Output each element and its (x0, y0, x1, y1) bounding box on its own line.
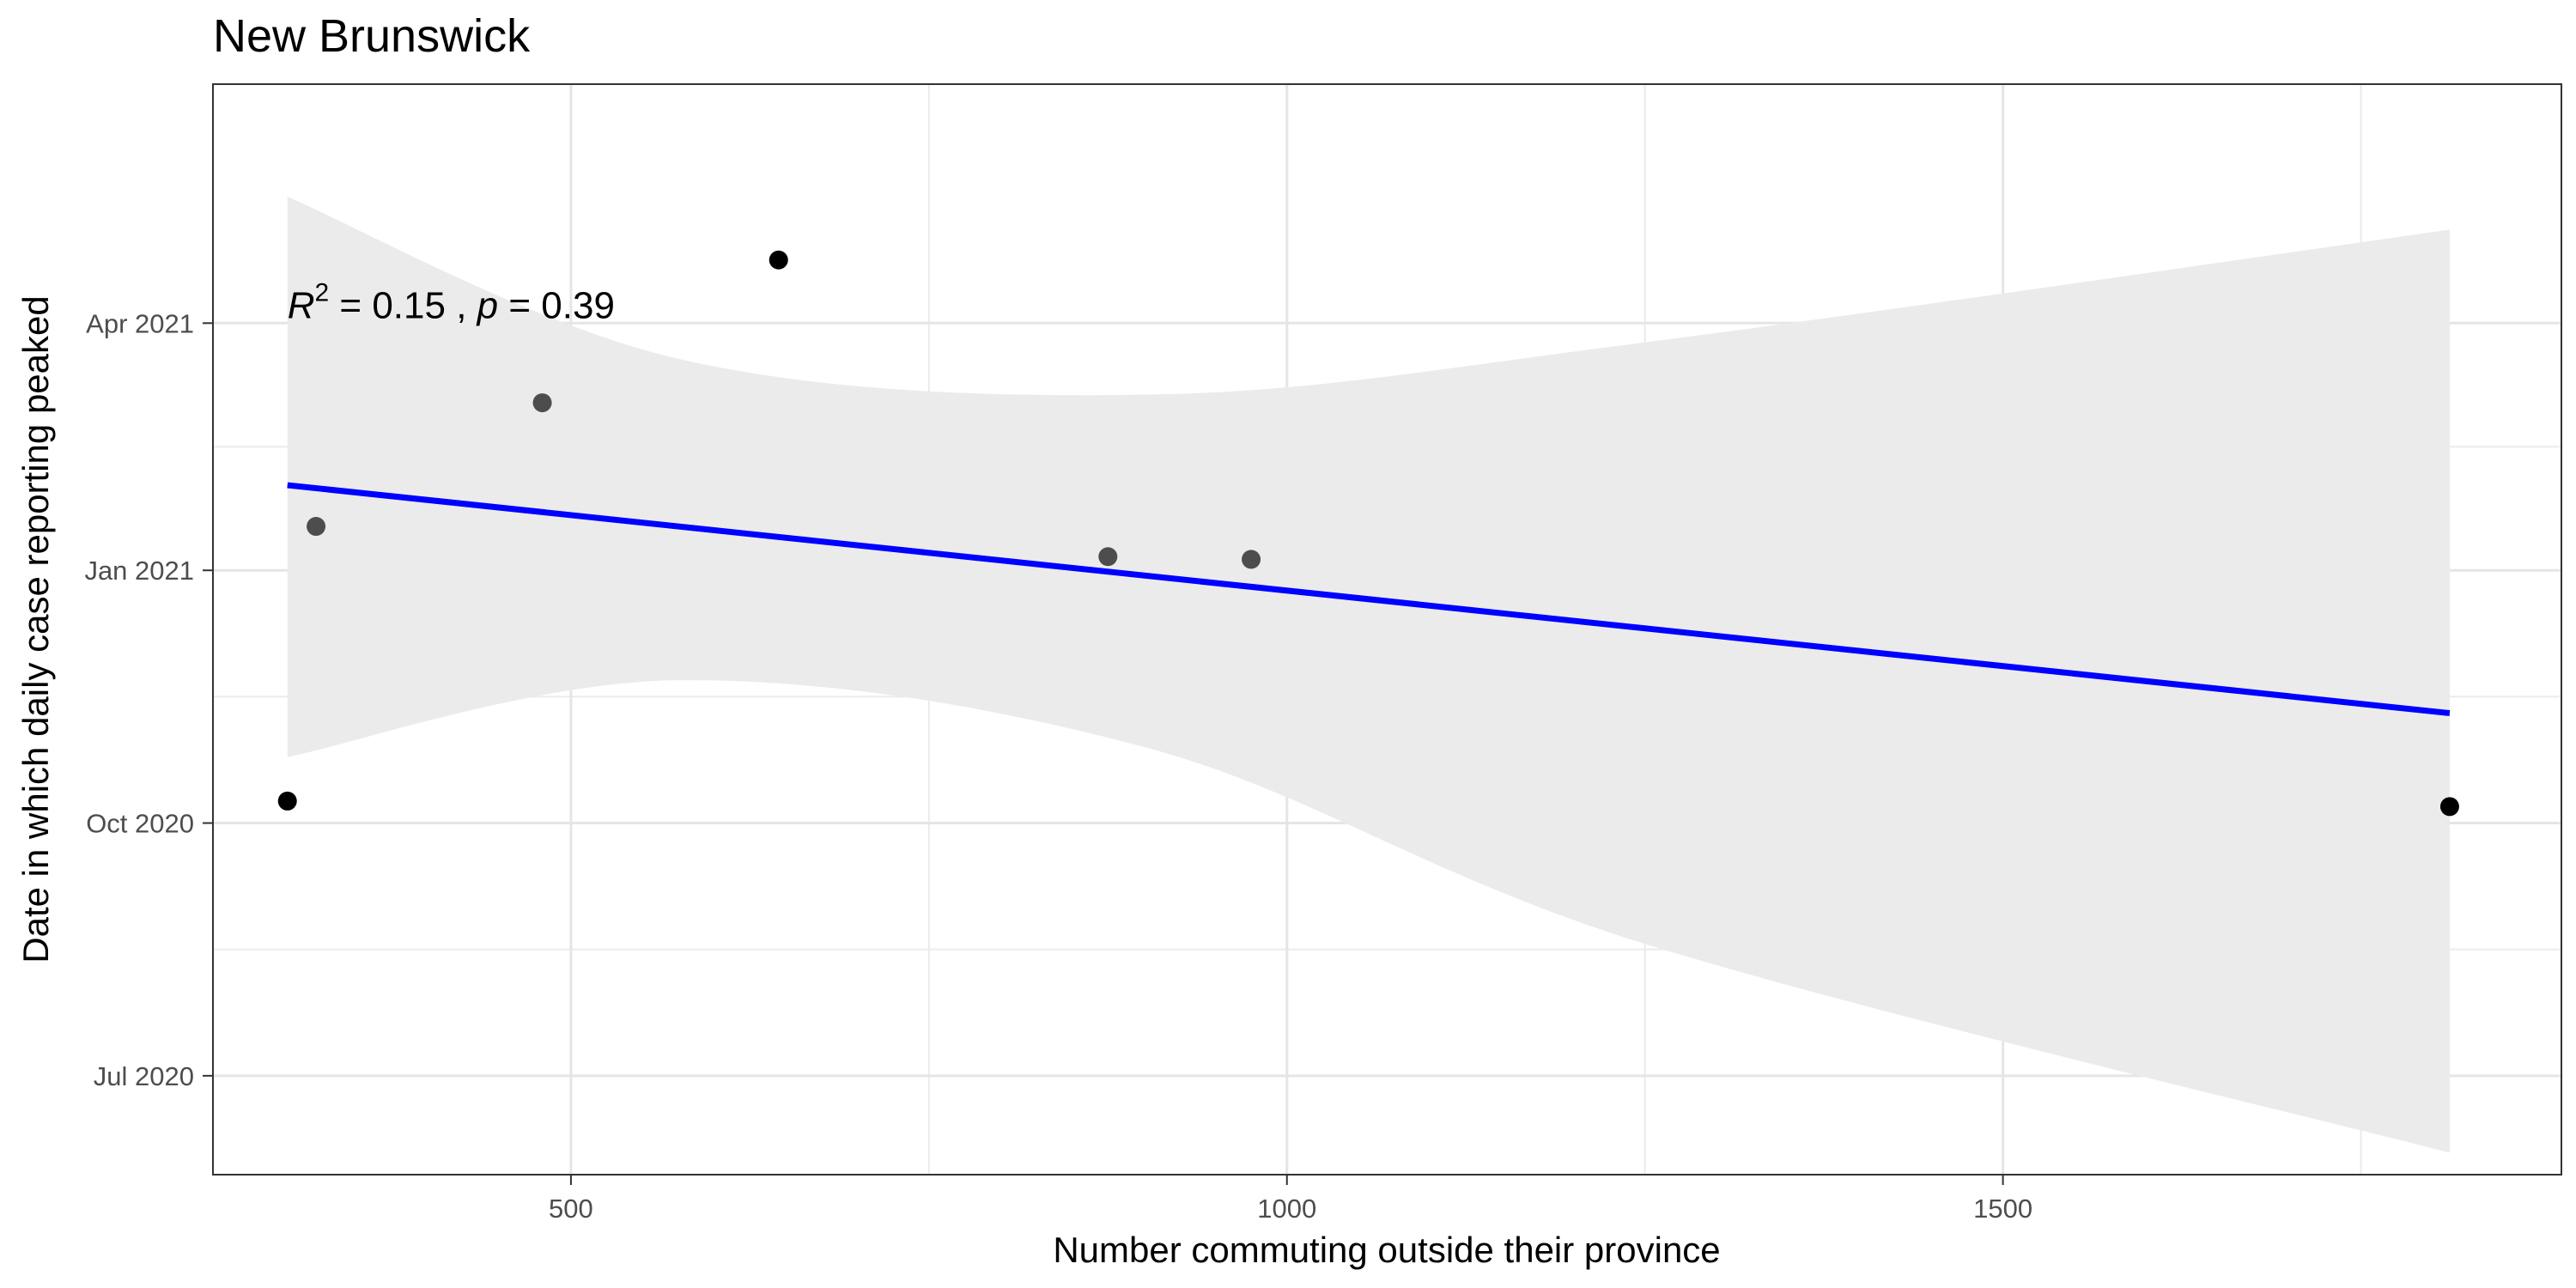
y-tick-label-0: Jul 2020 (94, 1061, 194, 1091)
r2-p-annotation: R2 = 0.15 , p = 0.39 (288, 278, 615, 326)
data-point-2 (532, 393, 552, 413)
x-tick-label-0: 500 (549, 1194, 593, 1224)
y-tick-label-1: Oct 2020 (86, 809, 194, 839)
data-point-3 (769, 250, 788, 270)
chart-title: New Brunswick (213, 10, 531, 62)
r-superscript: 2 (315, 278, 330, 307)
y-axis-title: Date in which daily case reporting peake… (15, 295, 56, 963)
r-symbol: R (288, 284, 315, 326)
x-tick-label-2: 1500 (1973, 1194, 2032, 1224)
fit-line-layer (287, 482, 2451, 717)
x-tick-label-1: 1000 (1257, 1194, 1316, 1224)
y-tick-label-2: Jan 2021 (84, 556, 194, 586)
r2-value: = 0.15 , (329, 284, 477, 326)
data-point-4 (1098, 547, 1118, 567)
confidence-band (287, 197, 2450, 1153)
y-axis: Jul 2020 Oct 2020 Jan 2021 Apr 2021 (84, 308, 213, 1091)
data-point-1 (307, 517, 326, 537)
x-axis-title: Number commuting outside their province (1053, 1230, 1720, 1270)
plot-border (212, 83, 2562, 1176)
p-symbol: p (476, 284, 498, 326)
points-layer (277, 250, 2459, 817)
x-axis: 500 1000 1500 (549, 1175, 2032, 1224)
data-point-0 (277, 791, 297, 811)
regression-line (287, 482, 2451, 717)
data-point-6 (2439, 797, 2459, 817)
y-tick-label-3: Apr 2021 (86, 308, 194, 338)
data-point-5 (1242, 550, 1261, 569)
p-value: = 0.39 (498, 284, 615, 326)
confidence-band-layer (287, 197, 2450, 1153)
